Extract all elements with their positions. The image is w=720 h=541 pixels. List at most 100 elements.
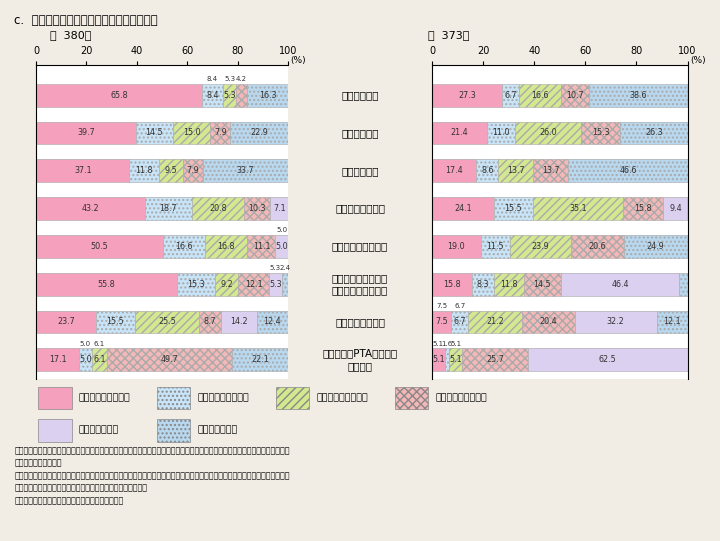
Text: 週１～２回程度する: 週１～２回程度する <box>316 393 368 403</box>
Bar <box>523 273 561 295</box>
Bar <box>275 235 288 258</box>
Text: 風呂に入れる: 風呂に入れる <box>341 128 379 138</box>
Text: 7.9: 7.9 <box>186 166 199 175</box>
Bar <box>477 160 498 182</box>
Bar <box>96 311 135 333</box>
Text: 35.1: 35.1 <box>570 204 587 213</box>
Text: 49.7: 49.7 <box>161 355 179 364</box>
Bar <box>432 235 480 258</box>
Bar <box>480 235 510 258</box>
Bar <box>523 311 575 333</box>
Text: 8.3: 8.3 <box>477 280 490 289</box>
Text: 5.3: 5.3 <box>224 76 235 82</box>
Text: 5.3: 5.3 <box>269 280 282 289</box>
Text: 26.3: 26.3 <box>645 128 663 137</box>
Text: 7.5: 7.5 <box>436 303 447 309</box>
Bar <box>498 160 534 182</box>
Bar <box>621 122 688 144</box>
Text: 利用していない: 利用していない <box>197 426 238 435</box>
Bar <box>663 197 688 220</box>
Bar <box>159 160 183 182</box>
Text: 10.3: 10.3 <box>248 204 266 213</box>
Bar <box>432 122 487 144</box>
Bar <box>173 122 210 144</box>
Bar <box>210 122 230 144</box>
Text: 13.7: 13.7 <box>507 166 525 175</box>
Bar <box>462 348 528 371</box>
Text: 20.6: 20.6 <box>588 242 606 251</box>
Bar <box>183 160 203 182</box>
Bar <box>269 273 282 295</box>
Bar <box>432 273 472 295</box>
Text: 19.0: 19.0 <box>447 242 465 251</box>
Bar <box>130 160 159 182</box>
Bar <box>36 311 96 333</box>
Text: 5.3: 5.3 <box>270 265 281 271</box>
Text: 21.2: 21.2 <box>487 318 504 326</box>
Text: 7.5: 7.5 <box>435 318 448 326</box>
Text: 15.8: 15.8 <box>444 280 461 289</box>
Text: 8.7: 8.7 <box>204 318 216 326</box>
Text: (%): (%) <box>690 56 706 65</box>
Text: 25.5: 25.5 <box>158 318 176 326</box>
Text: 16.8: 16.8 <box>217 242 235 251</box>
Text: 8.6: 8.6 <box>481 166 494 175</box>
Text: 43.2: 43.2 <box>81 204 99 213</box>
Text: 子供と一緒に遊ぶ: 子供と一緒に遊ぶ <box>335 203 385 214</box>
Bar <box>36 197 145 220</box>
Text: c.  小学校１年生～３年生の子供がいる夫婦: c. 小学校１年生～３年生の子供がいる夫婦 <box>14 14 158 27</box>
Bar <box>136 122 173 144</box>
Text: 24.9: 24.9 <box>647 242 665 251</box>
Text: 5.1: 5.1 <box>450 341 462 347</box>
Bar <box>451 311 468 333</box>
Text: 8.4: 8.4 <box>206 91 219 100</box>
Bar <box>257 311 288 333</box>
Bar <box>569 160 688 182</box>
Bar <box>238 273 269 295</box>
Bar <box>271 197 288 220</box>
Text: 夫  373人: 夫 373人 <box>428 30 469 39</box>
Bar <box>36 122 136 144</box>
Text: 12.4: 12.4 <box>264 318 282 326</box>
Text: 6.7: 6.7 <box>454 318 466 326</box>
Bar <box>624 235 688 258</box>
Bar <box>589 84 688 107</box>
Text: 24.1: 24.1 <box>454 204 472 213</box>
Text: 9.2: 9.2 <box>220 280 233 289</box>
Text: 8.4: 8.4 <box>207 76 218 82</box>
Text: 65.8: 65.8 <box>110 91 127 100</box>
Text: 6.1: 6.1 <box>93 355 106 364</box>
Text: 14.2: 14.2 <box>230 318 248 326</box>
Text: 37.1: 37.1 <box>74 166 91 175</box>
Text: 食事をさせる: 食事をさせる <box>341 90 379 100</box>
Bar <box>519 84 562 107</box>
Text: 20.4: 20.4 <box>540 318 557 326</box>
Text: 15.8: 15.8 <box>634 204 652 213</box>
Bar <box>468 311 523 333</box>
Text: 11.0: 11.0 <box>492 128 510 137</box>
Text: 14.5: 14.5 <box>145 128 163 137</box>
Bar <box>487 122 515 144</box>
Bar <box>562 84 589 107</box>
Bar <box>581 122 621 144</box>
Text: 33.7: 33.7 <box>237 166 254 175</box>
Bar <box>244 197 271 220</box>
Bar <box>205 235 248 258</box>
Text: 15.5: 15.5 <box>107 318 124 326</box>
Text: 17.4: 17.4 <box>446 166 463 175</box>
Text: 27.3: 27.3 <box>458 91 476 100</box>
FancyBboxPatch shape <box>157 387 190 410</box>
Bar <box>534 160 569 182</box>
Bar <box>79 348 91 371</box>
Text: 4.2: 4.2 <box>236 76 247 82</box>
Text: 寝かしつける: 寝かしつける <box>341 166 379 176</box>
Bar <box>36 348 79 371</box>
Text: まったくしない: まったくしない <box>78 426 119 435</box>
Text: 16.3: 16.3 <box>258 91 276 100</box>
Text: 22.9: 22.9 <box>251 128 268 137</box>
Bar <box>561 273 680 295</box>
Text: 11.1: 11.1 <box>253 242 270 251</box>
Text: 46.6: 46.6 <box>619 166 636 175</box>
Bar <box>472 273 494 295</box>
Text: 15.3: 15.3 <box>187 280 204 289</box>
